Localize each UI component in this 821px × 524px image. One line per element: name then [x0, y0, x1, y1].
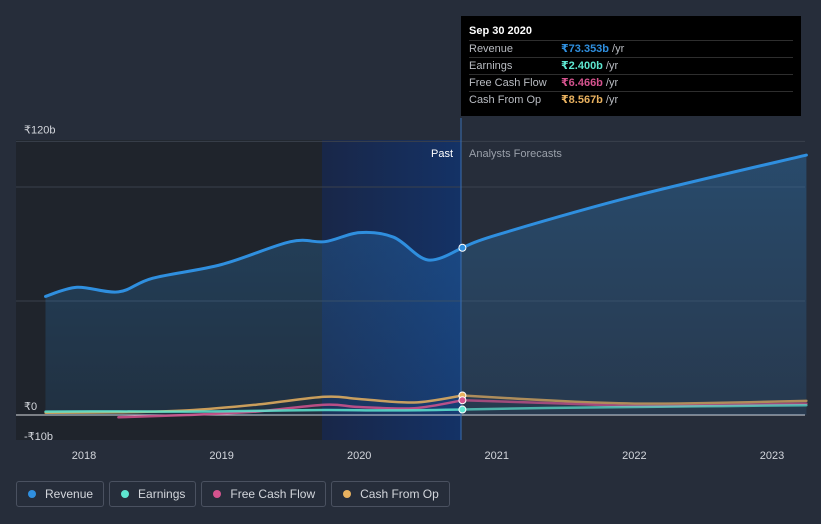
tooltip-markers — [458, 243, 467, 414]
tooltip-label: Free Cash Flow — [469, 77, 547, 89]
free-cash-flow-marker — [458, 396, 467, 405]
x-tick-label: 2023 — [760, 450, 784, 462]
tooltip-unit: /yr — [605, 94, 619, 106]
x-axis-labels: 2018 2019 2020 2021 2022 2023 — [72, 450, 784, 462]
legend-item-revenue[interactable]: Revenue — [16, 481, 105, 507]
x-tick-label: 2022 — [622, 450, 646, 462]
earnings-marker — [458, 405, 467, 414]
tooltip-label: Earnings — [469, 60, 513, 72]
tooltip-unit: /yr — [605, 77, 619, 89]
free-cash-flow-line — [117, 399, 464, 419]
tooltip-value: ₹8.567b — [561, 94, 603, 106]
x-tick-label: 2020 — [347, 450, 371, 462]
tooltip-row-cash-from-op: Cash From Op ₹8.567b /yr — [469, 91, 793, 108]
y-tick-label: -₹10b — [24, 431, 53, 443]
revenue-forecast-line — [460, 153, 808, 250]
tooltip-label: Cash From Op — [469, 94, 542, 106]
series-lines — [44, 153, 808, 419]
earnings-forecast-line — [461, 403, 808, 411]
legend-label: Cash From Op — [360, 487, 439, 501]
tooltip-label: Revenue — [469, 43, 514, 55]
tooltip-value: ₹73.353b — [561, 43, 610, 55]
cash-from-op-forecast-line — [461, 394, 808, 405]
legend-dot-icon — [343, 490, 352, 498]
earnings-line — [44, 408, 464, 413]
x-tick-label: 2021 — [485, 450, 509, 462]
x-tick-label: 2019 — [209, 450, 233, 462]
legend-label: Free Cash Flow — [230, 487, 316, 501]
revenue-area — [45, 155, 807, 415]
legend-item-earnings[interactable]: Earnings — [109, 481, 197, 507]
legend-item-cash-from-op[interactable]: Cash From Op — [331, 481, 450, 507]
forecast-label: Analysts Forecasts — [469, 148, 562, 160]
legend-dot-icon — [121, 490, 130, 498]
legend-dot-icon — [28, 490, 36, 498]
tooltip-unit: /yr — [605, 60, 619, 72]
tooltip-value: ₹2.400b — [561, 60, 603, 72]
tooltip-date: Sep 30 2020 — [469, 25, 532, 37]
past-label: Past — [431, 148, 453, 160]
tooltip-row-earnings: Earnings ₹2.400b /yr — [469, 57, 793, 74]
areas — [45, 155, 807, 415]
legend-label: Revenue — [45, 487, 94, 501]
tooltip: Sep 30 2020 Revenue ₹73.353b /yr Earning… — [461, 16, 801, 116]
legend-item-free-cash-flow[interactable]: Free Cash Flow — [201, 481, 327, 507]
legend-dot-icon — [213, 490, 222, 498]
tooltip-row-free-cash-flow: Free Cash Flow ₹6.466b /yr — [469, 74, 793, 91]
revenue-line — [44, 230, 464, 298]
tooltip-value: ₹6.466b — [561, 77, 603, 89]
y-tick-label: ₹120b — [24, 124, 55, 136]
tooltip-row-revenue: Revenue ₹73.353b /yr — [469, 40, 793, 57]
y-axis-labels: ₹120b ₹0 -₹10b — [24, 124, 55, 442]
revenue-marker — [458, 243, 467, 252]
legend-label: Earnings — [138, 487, 186, 501]
y-tick-label: ₹0 — [24, 401, 37, 413]
tooltip-unit: /yr — [612, 43, 625, 55]
legend: Revenue Earnings Free Cash Flow Cash Fro… — [16, 481, 450, 507]
x-tick-label: 2018 — [72, 450, 96, 462]
